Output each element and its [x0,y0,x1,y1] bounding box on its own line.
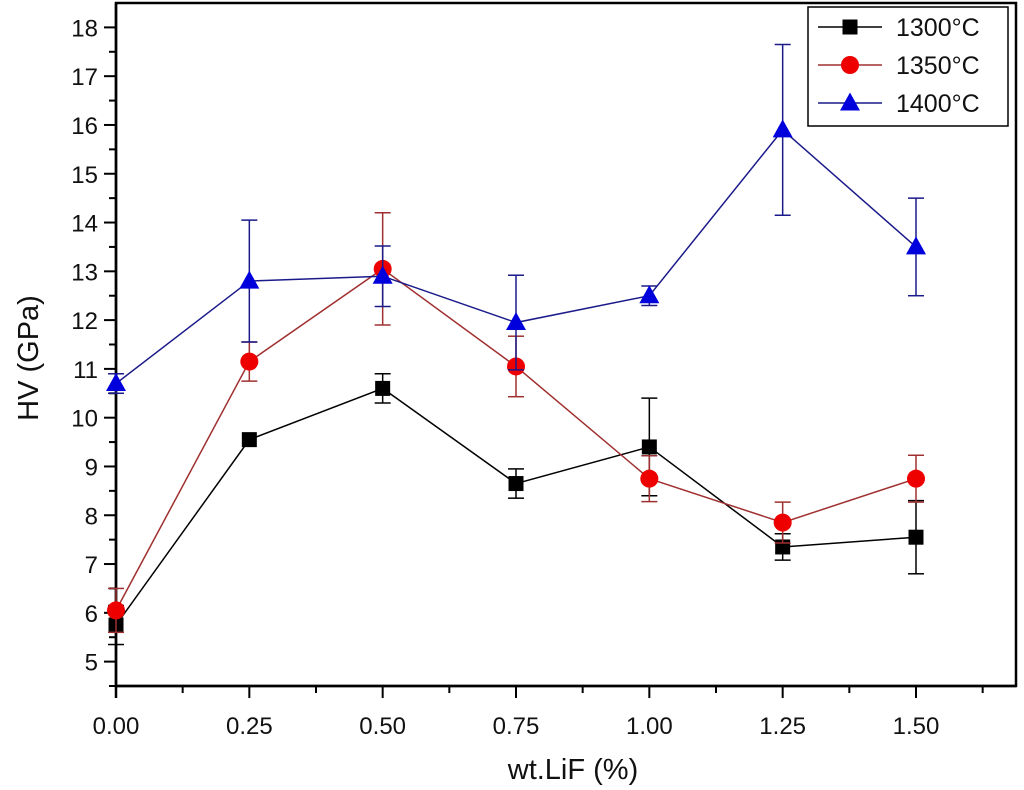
y-tick-label: 12 [71,308,98,335]
data-point [641,439,657,455]
x-tick-label: 0.00 [93,713,140,740]
legend-label: 1350°C [896,52,980,80]
data-point [240,352,259,371]
legend-item: 1300°C [818,14,980,42]
x-tick-label: 0.50 [359,713,406,740]
data-point [508,476,524,492]
x-tick-label: 1.50 [893,713,940,740]
y-tick-label: 13 [71,259,98,286]
legend-marker [841,56,859,74]
y-tick-label: 16 [71,113,98,140]
legend-item: 1350°C [818,52,980,80]
x-axis: 0.00 0.25 0.50 0.75 1.00 1.25 1.50 [93,684,1016,740]
data-point [506,312,526,331]
y-tick-label: 10 [71,406,98,433]
x-tick-label: 0.75 [493,713,540,740]
y-axis-title: HV (GPa) [13,295,45,421]
y-tick-label: 17 [71,64,98,91]
y-tick-label: 11 [73,357,98,384]
data-point [239,270,260,289]
data-point [640,469,659,488]
legend-item: 1400°C [818,90,980,118]
data-point [639,285,660,304]
data-point [241,432,257,448]
legend-marker [842,19,858,35]
series-1400c [106,43,926,395]
data-point [906,236,926,255]
y-tick-label: 9 [85,454,98,481]
data-point [908,529,924,545]
y-axis: 5 6 7 8 9 10 11 12 13 14 15 16 17 18 [71,3,118,698]
x-tick-label: 0.25 [226,713,273,740]
y-tick-label: 18 [71,15,98,42]
y-tick-label: 7 [85,552,98,579]
y-tick-label: 5 [85,650,98,677]
data-point [375,380,391,396]
y-tick-label: 8 [85,503,98,530]
x-tick-label: 1.25 [759,713,806,740]
data-point [106,373,126,392]
data-point [772,119,793,138]
legend-label: 1400°C [896,90,980,118]
x-tick-label: 1.00 [626,713,673,740]
y-tick-label: 14 [71,211,98,238]
legend-label: 1300°C [896,14,980,42]
legend: 1300°C 1350°C 1400°C [807,6,1009,127]
y-tick-label: 15 [71,162,98,189]
x-axis-title: wt.LiF (%) [507,754,639,786]
data-point [907,469,925,488]
data-point [107,601,125,620]
series-layer [106,43,926,646]
data-point [372,265,393,284]
data-point [773,513,792,532]
legend-marker [840,92,860,111]
y-tick-label: 6 [85,601,98,628]
